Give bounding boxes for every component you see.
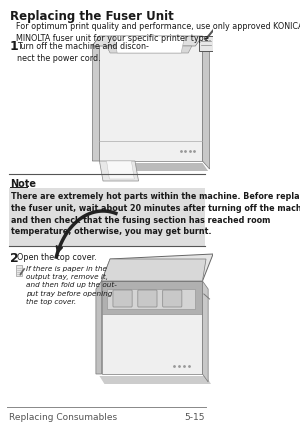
Text: 2: 2 (10, 251, 19, 265)
Polygon shape (114, 37, 185, 54)
Text: Open the top cover.: Open the top cover. (17, 253, 97, 262)
Polygon shape (106, 289, 195, 309)
Text: 5-15: 5-15 (184, 412, 205, 421)
Polygon shape (202, 281, 208, 382)
Polygon shape (102, 254, 213, 281)
Polygon shape (202, 37, 210, 170)
FancyBboxPatch shape (8, 189, 205, 246)
Polygon shape (102, 259, 206, 281)
Polygon shape (100, 164, 208, 172)
Polygon shape (102, 281, 202, 374)
FancyBboxPatch shape (138, 290, 157, 307)
FancyBboxPatch shape (199, 37, 213, 52)
FancyBboxPatch shape (113, 290, 132, 307)
Polygon shape (92, 37, 100, 161)
Polygon shape (106, 161, 134, 180)
Polygon shape (100, 376, 211, 384)
Polygon shape (96, 281, 102, 374)
Text: If there is paper in the
output tray, remove it,
and then fold up the out-
put t: If there is paper in the output tray, re… (26, 265, 116, 304)
Text: Note: Note (10, 178, 36, 189)
Text: For optimum print quality and performance, use only approved KONICA
MINOLTA fuse: For optimum print quality and performanc… (16, 22, 300, 43)
Text: Replacing Consumables: Replacing Consumables (8, 412, 117, 421)
Text: Replacing the Fuser Unit: Replacing the Fuser Unit (10, 10, 174, 23)
Polygon shape (106, 47, 192, 54)
Text: There are extremely hot parts within the machine. Before replacing
the fuser uni: There are extremely hot parts within the… (11, 192, 300, 236)
FancyBboxPatch shape (163, 290, 182, 307)
Text: Turn off the machine and discon-
nect the power cord.: Turn off the machine and discon- nect th… (17, 42, 149, 63)
Polygon shape (100, 37, 202, 161)
Polygon shape (16, 265, 22, 276)
Polygon shape (102, 281, 202, 314)
Polygon shape (100, 161, 139, 181)
Polygon shape (92, 37, 202, 47)
Text: 1: 1 (10, 40, 19, 53)
